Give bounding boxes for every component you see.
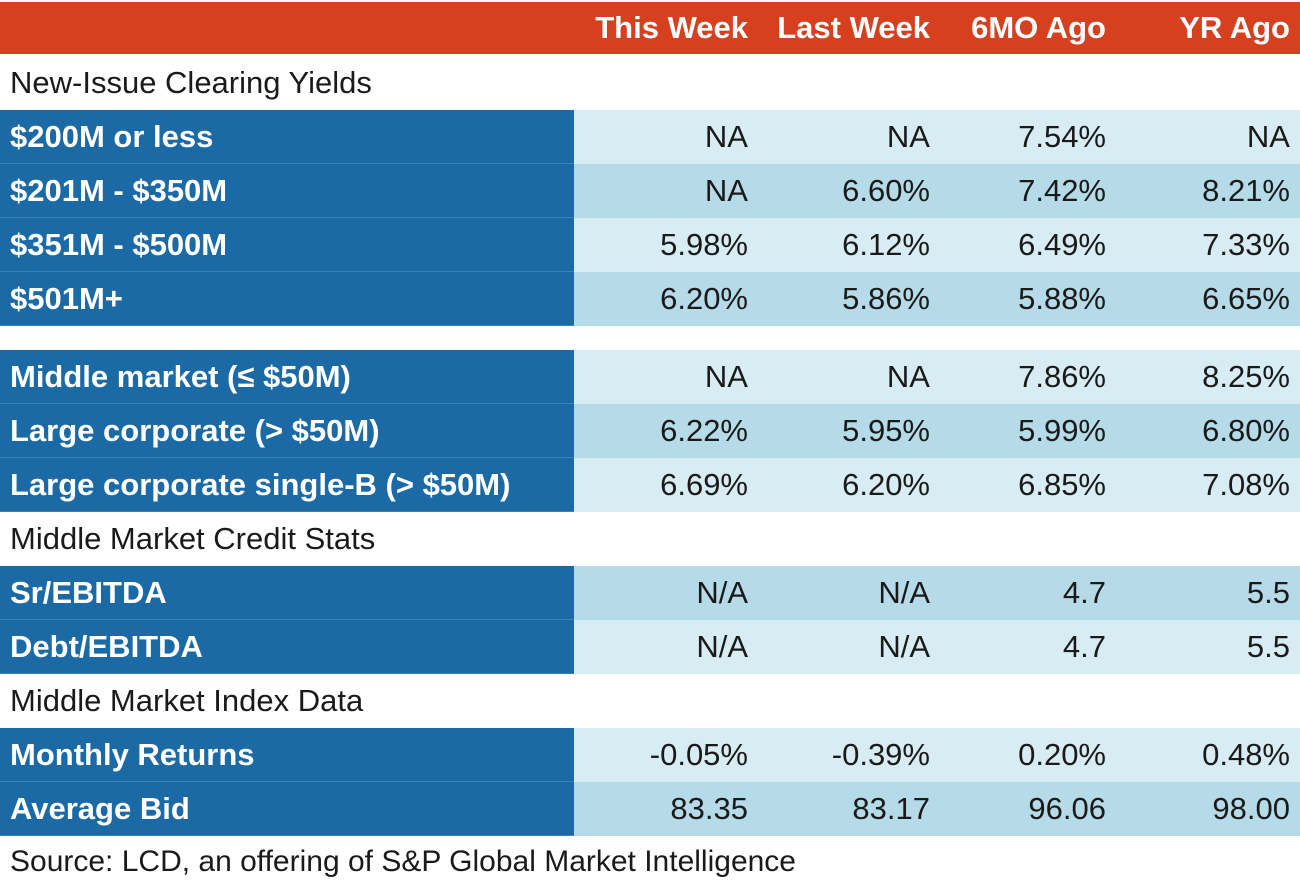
table-row: $201M - $350M NA 6.60% 7.42% 8.21% <box>0 164 1300 218</box>
table-row: $351M - $500M 5.98% 6.12% 6.49% 7.33% <box>0 218 1300 272</box>
cell-last-week: 5.95% <box>842 413 930 448</box>
header-row: This Week Last Week 6MO Ago YR Ago <box>0 0 1300 54</box>
cell-last-week: NA <box>886 359 930 394</box>
cell-last-week: 6.20% <box>842 467 930 502</box>
row-label: Average Bid <box>0 782 574 836</box>
cell-last-week: 83.17 <box>852 791 930 826</box>
cell-yr-ago: 8.25% <box>1202 359 1290 394</box>
row-label: Large corporate (> $50M) <box>0 404 574 458</box>
cell-6mo-ago: 7.86% <box>1018 359 1106 394</box>
row-label: $501M+ <box>0 272 574 326</box>
column-header-6mo-ago: 6MO Ago <box>971 10 1106 45</box>
cell-last-week: 6.60% <box>842 173 930 208</box>
source-note: Source: LCD, an offering of S&P Global M… <box>10 845 796 878</box>
row-label: $351M - $500M <box>0 218 574 272</box>
cell-this-week: NA <box>704 119 748 154</box>
table-row: Monthly Returns -0.05% -0.39% 0.20% 0.48… <box>0 728 1300 782</box>
cell-6mo-ago: 4.7 <box>1062 575 1106 610</box>
cell-last-week: 5.86% <box>842 281 930 316</box>
column-header-this-week: This Week <box>595 10 748 45</box>
cell-this-week: 6.22% <box>660 413 748 448</box>
cell-yr-ago: 7.08% <box>1202 467 1290 502</box>
table-row: Middle market (≤ $50M) NA NA 7.86% 8.25% <box>0 350 1300 404</box>
cell-6mo-ago: 7.54% <box>1018 119 1106 154</box>
cell-yr-ago: NA <box>1246 119 1290 154</box>
cell-6mo-ago: 96.06 <box>1028 791 1106 826</box>
cell-this-week: 6.69% <box>660 467 748 502</box>
cell-this-week: NA <box>704 173 748 208</box>
row-label: $200M or less <box>0 110 574 164</box>
cell-yr-ago: 0.48% <box>1202 737 1290 772</box>
cell-yr-ago: 7.33% <box>1202 227 1290 262</box>
cell-yr-ago: 5.5 <box>1246 575 1290 610</box>
cell-6mo-ago: 6.85% <box>1018 467 1106 502</box>
cell-yr-ago: 6.65% <box>1202 281 1290 316</box>
row-label: $201M - $350M <box>0 164 574 218</box>
cell-last-week: -0.39% <box>831 737 930 772</box>
cell-yr-ago: 8.21% <box>1202 173 1290 208</box>
cell-6mo-ago: 5.99% <box>1018 413 1106 448</box>
cell-yr-ago: 6.80% <box>1202 413 1290 448</box>
row-label: Debt/EBITDA <box>0 620 574 674</box>
table-row: Average Bid 83.35 83.17 96.06 98.00 <box>0 782 1300 836</box>
cell-last-week: NA <box>886 119 930 154</box>
section-title-credit-stats: Middle Market Credit Stats <box>0 512 1300 566</box>
row-label: Large corporate single-B (> $50M) <box>0 458 574 512</box>
section-title-new-issue: New-Issue Clearing Yields <box>0 56 1300 110</box>
cell-this-week: N/A <box>696 575 748 610</box>
cell-last-week: N/A <box>878 575 930 610</box>
cell-yr-ago: 98.00 <box>1212 791 1290 826</box>
cell-6mo-ago: 7.42% <box>1018 173 1106 208</box>
table-row: $501M+ 6.20% 5.86% 5.88% 6.65% <box>0 272 1300 326</box>
cell-last-week: N/A <box>878 629 930 664</box>
cell-6mo-ago: 5.88% <box>1018 281 1106 316</box>
cell-this-week: NA <box>704 359 748 394</box>
cell-this-week: -0.05% <box>649 737 748 772</box>
column-header-yr-ago: YR Ago <box>1179 10 1290 45</box>
table-row: $200M or less NA NA 7.54% NA <box>0 110 1300 164</box>
cell-6mo-ago: 4.7 <box>1062 629 1106 664</box>
row-label: Monthly Returns <box>0 728 574 782</box>
cell-last-week: 6.12% <box>842 227 930 262</box>
cell-6mo-ago: 6.49% <box>1018 227 1106 262</box>
column-header-last-week: Last Week <box>777 10 930 45</box>
table-row: Large corporate (> $50M) 6.22% 5.95% 5.9… <box>0 404 1300 458</box>
cell-6mo-ago: 0.20% <box>1018 737 1106 772</box>
section-gap <box>0 326 1300 348</box>
cell-this-week: 5.98% <box>660 227 748 262</box>
row-label: Sr/EBITDA <box>0 566 574 620</box>
section-title-index-data: Middle Market Index Data <box>0 674 1300 728</box>
cell-this-week: 6.20% <box>660 281 748 316</box>
table-row: Sr/EBITDA N/A N/A 4.7 5.5 <box>0 566 1300 620</box>
row-label: Middle market (≤ $50M) <box>0 350 574 404</box>
cell-this-week: N/A <box>696 629 748 664</box>
cell-yr-ago: 5.5 <box>1246 629 1290 664</box>
table-row: Large corporate single-B (> $50M) 6.69% … <box>0 458 1300 512</box>
table-row: Debt/EBITDA N/A N/A 4.7 5.5 <box>0 620 1300 674</box>
cell-this-week: 83.35 <box>670 791 748 826</box>
